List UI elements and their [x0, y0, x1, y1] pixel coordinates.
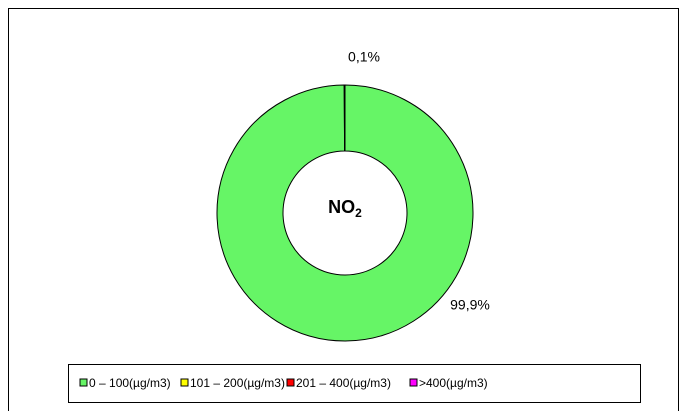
slice: [216, 84, 474, 342]
legend-label: >400(µg/m3): [419, 376, 488, 390]
center-label-main: NO: [328, 197, 355, 217]
legend-box: [68, 364, 641, 403]
legend: 0 – 100(µg/m3) 101 – 200(µg/m3) 201 – 400(…: [79, 376, 488, 390]
legend-swatch: [180, 378, 189, 387]
legend-label: 101 – 200(µg/m3): [190, 376, 285, 390]
value-label: 99,9%: [450, 297, 490, 313]
legend-label: 0 – 100(µg/m3): [89, 376, 171, 390]
chart-area: [8, 8, 679, 411]
center-label: NO2: [328, 197, 362, 220]
slice: [343, 84, 346, 152]
donut: [216, 84, 474, 342]
legend-swatch: [79, 378, 88, 387]
legend-swatch: [409, 378, 418, 387]
center-label-sub: 2: [355, 206, 362, 220]
value-label: 0,1%: [348, 49, 380, 65]
legend-label: 201 – 400(µg/m3): [296, 376, 391, 390]
legend-swatch: [286, 378, 295, 387]
